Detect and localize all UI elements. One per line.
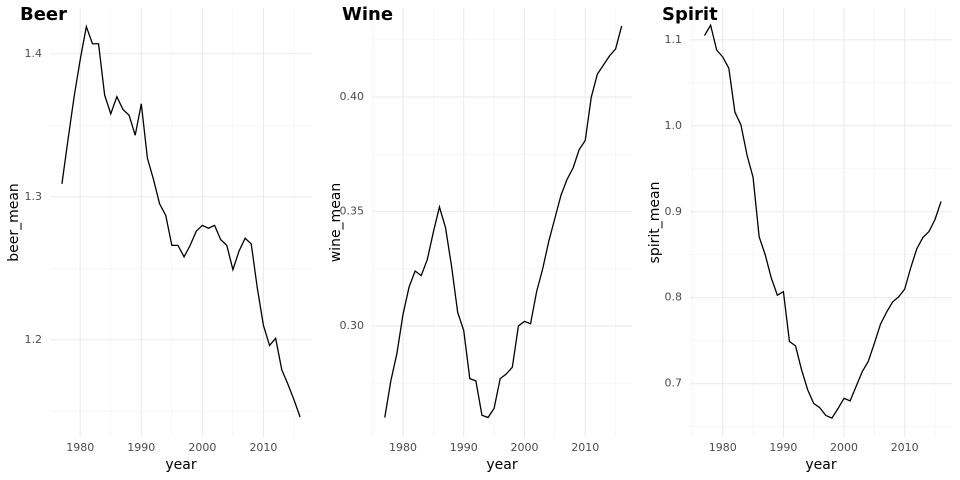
x-tick-label: 2010 — [249, 441, 277, 454]
y-tick-label: 0.8 — [665, 291, 683, 304]
x-tick-label: 1980 — [709, 441, 737, 454]
y-tick-label: 0.35 — [340, 205, 365, 218]
panel-title: Spirit — [662, 4, 718, 25]
y-tick-label: 1.2 — [25, 333, 43, 346]
x-tick-label: 2000 — [830, 441, 858, 454]
panel-title: Beer — [20, 4, 67, 25]
y-tick-label: 0.30 — [340, 319, 365, 332]
panel-title: Wine — [342, 4, 393, 25]
data-line — [384, 25, 623, 419]
x-tick-label: 2000 — [188, 441, 216, 454]
data-line — [61, 24, 301, 418]
x-tick-label: 2010 — [571, 441, 599, 454]
x-tick-label: 2000 — [510, 441, 538, 454]
data-line — [703, 23, 942, 419]
y-tick-label: 1.4 — [25, 47, 43, 60]
y-tick-label: 0.40 — [340, 90, 365, 103]
y-axis-title: beer_mean — [6, 183, 22, 262]
x-tick-label: 1980 — [66, 441, 94, 454]
x-tick-label: 1980 — [389, 441, 417, 454]
x-axis-title: year — [165, 457, 196, 473]
x-axis-title: year — [805, 457, 836, 473]
x-tick-label: 1990 — [127, 441, 155, 454]
x-axis-title: year — [486, 457, 517, 473]
y-tick-label: 1.0 — [665, 119, 683, 132]
y-tick-label: 1.3 — [25, 190, 43, 203]
x-tick-label: 1990 — [450, 441, 478, 454]
x-tick-label: 2010 — [891, 441, 919, 454]
y-tick-label: 0.7 — [665, 377, 683, 390]
y-axis-title: wine_mean — [328, 183, 344, 263]
x-tick-label: 1990 — [769, 441, 797, 454]
y-axis-title: spirit_mean — [647, 182, 663, 264]
y-tick-label: 1.1 — [665, 33, 683, 46]
y-tick-label: 0.9 — [665, 205, 683, 218]
